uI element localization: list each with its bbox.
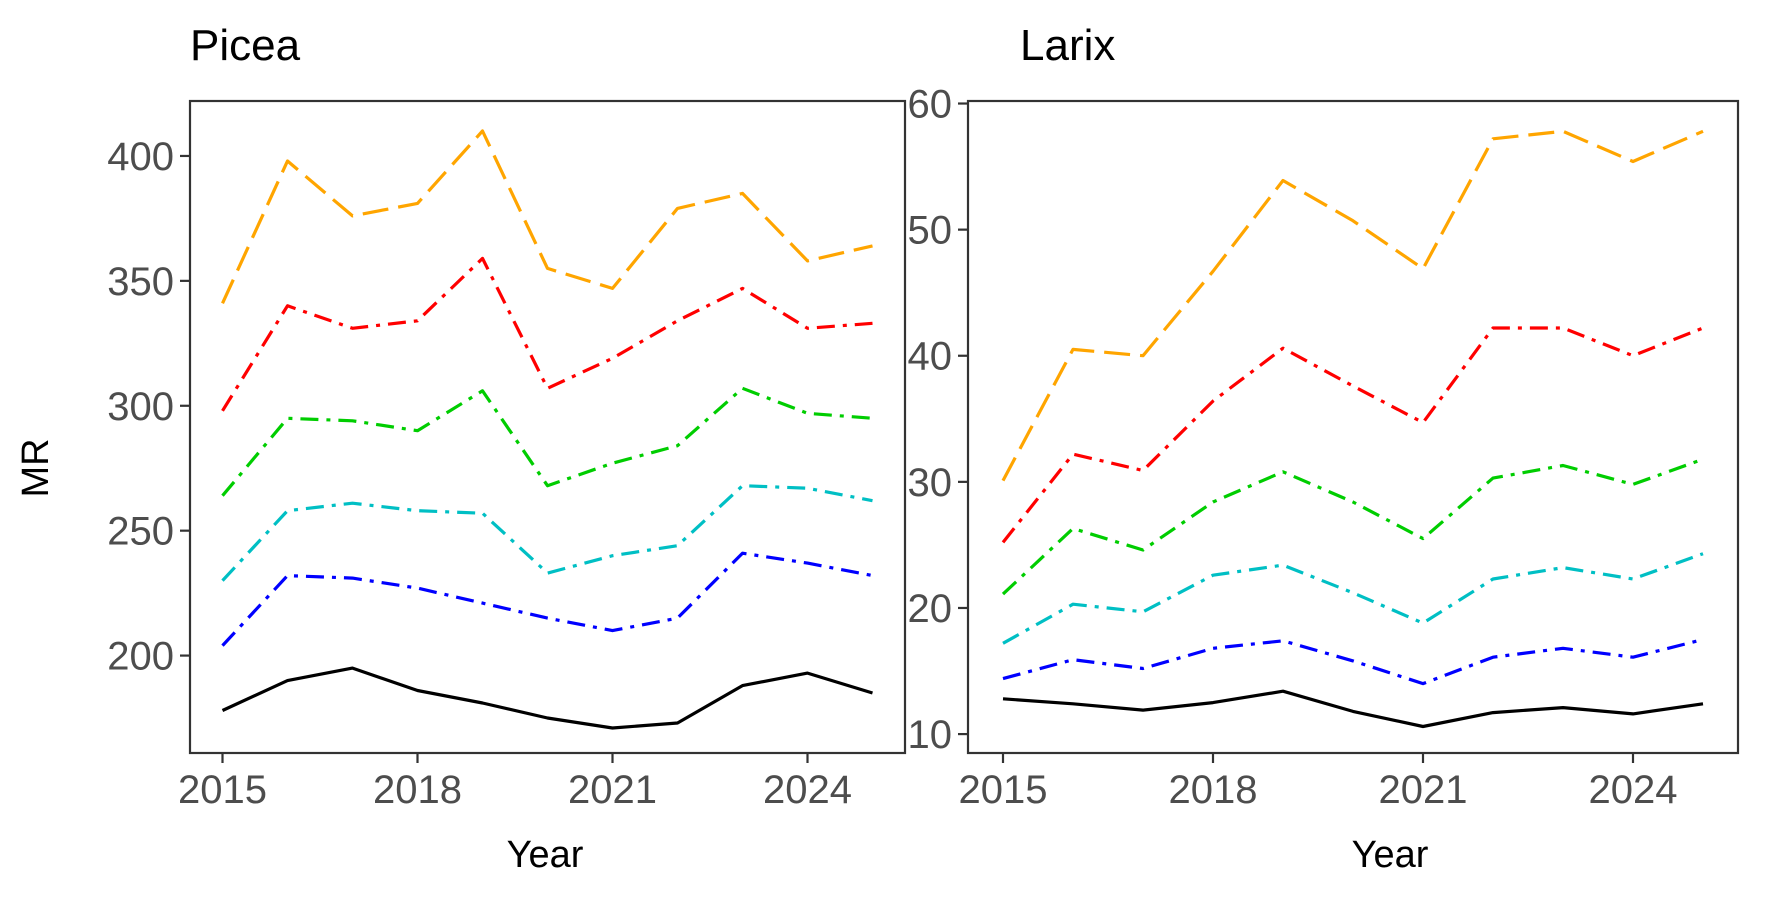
y-tick-label: 40 <box>908 335 953 379</box>
y-axis-label: MR <box>15 438 57 497</box>
x-tick-label: 2021 <box>1379 768 1468 812</box>
y-tick-label: 400 <box>107 135 174 179</box>
y-tick-label: 20 <box>908 587 953 631</box>
panel-title: Larix <box>1020 21 1115 70</box>
series-line <box>221 129 873 304</box>
plot-frame <box>966 99 1740 755</box>
y-tick-label: 10 <box>908 713 953 757</box>
x-tick-label: 2018 <box>373 768 462 812</box>
series-line <box>1001 457 1704 596</box>
plot-frame <box>188 99 907 755</box>
x-tick-label: 2024 <box>1589 768 1678 812</box>
y-tick-label: 60 <box>908 83 953 127</box>
series-line <box>1002 552 1704 645</box>
y-tick-label: 250 <box>107 510 174 554</box>
y-tick-label: 50 <box>908 209 953 253</box>
series-line <box>1002 689 1704 729</box>
panel-title: Picea <box>190 21 301 70</box>
series-line <box>1002 637 1704 686</box>
y-tick-label: 200 <box>107 635 174 679</box>
y-tick-label: 30 <box>908 461 953 505</box>
x-tick-label: 2021 <box>568 768 657 812</box>
series-line <box>221 386 873 497</box>
series-line <box>221 666 873 730</box>
series-line <box>221 256 873 412</box>
x-tick-label: 2015 <box>178 768 267 812</box>
x-tick-label: 2024 <box>763 768 852 812</box>
series-line <box>221 484 873 582</box>
series-line <box>221 551 873 647</box>
x-tick-label: 2018 <box>1169 768 1258 812</box>
x-axis-label: Year <box>1352 834 1429 876</box>
plot-area: 2015 2018 2021 2024 10 20 30 40 50 60 <box>908 83 1740 812</box>
panel-picea: Picea MR Year 2015 2018 2021 2024 200 250 300 3… <box>15 21 907 876</box>
y-tick-label: 350 <box>107 260 174 304</box>
y-tick-label: 300 <box>107 385 174 429</box>
x-tick-label: 2015 <box>959 768 1048 812</box>
plot-area: 2015 2018 2021 2024 200 250 300 350 400 <box>107 99 907 812</box>
panel-larix: Larix Year 2015 2018 2021 2024 10 20 30 40 50 60 <box>908 21 1740 876</box>
series-line <box>1001 326 1704 544</box>
x-axis-label: Year <box>507 834 584 876</box>
series-line <box>1001 129 1704 482</box>
